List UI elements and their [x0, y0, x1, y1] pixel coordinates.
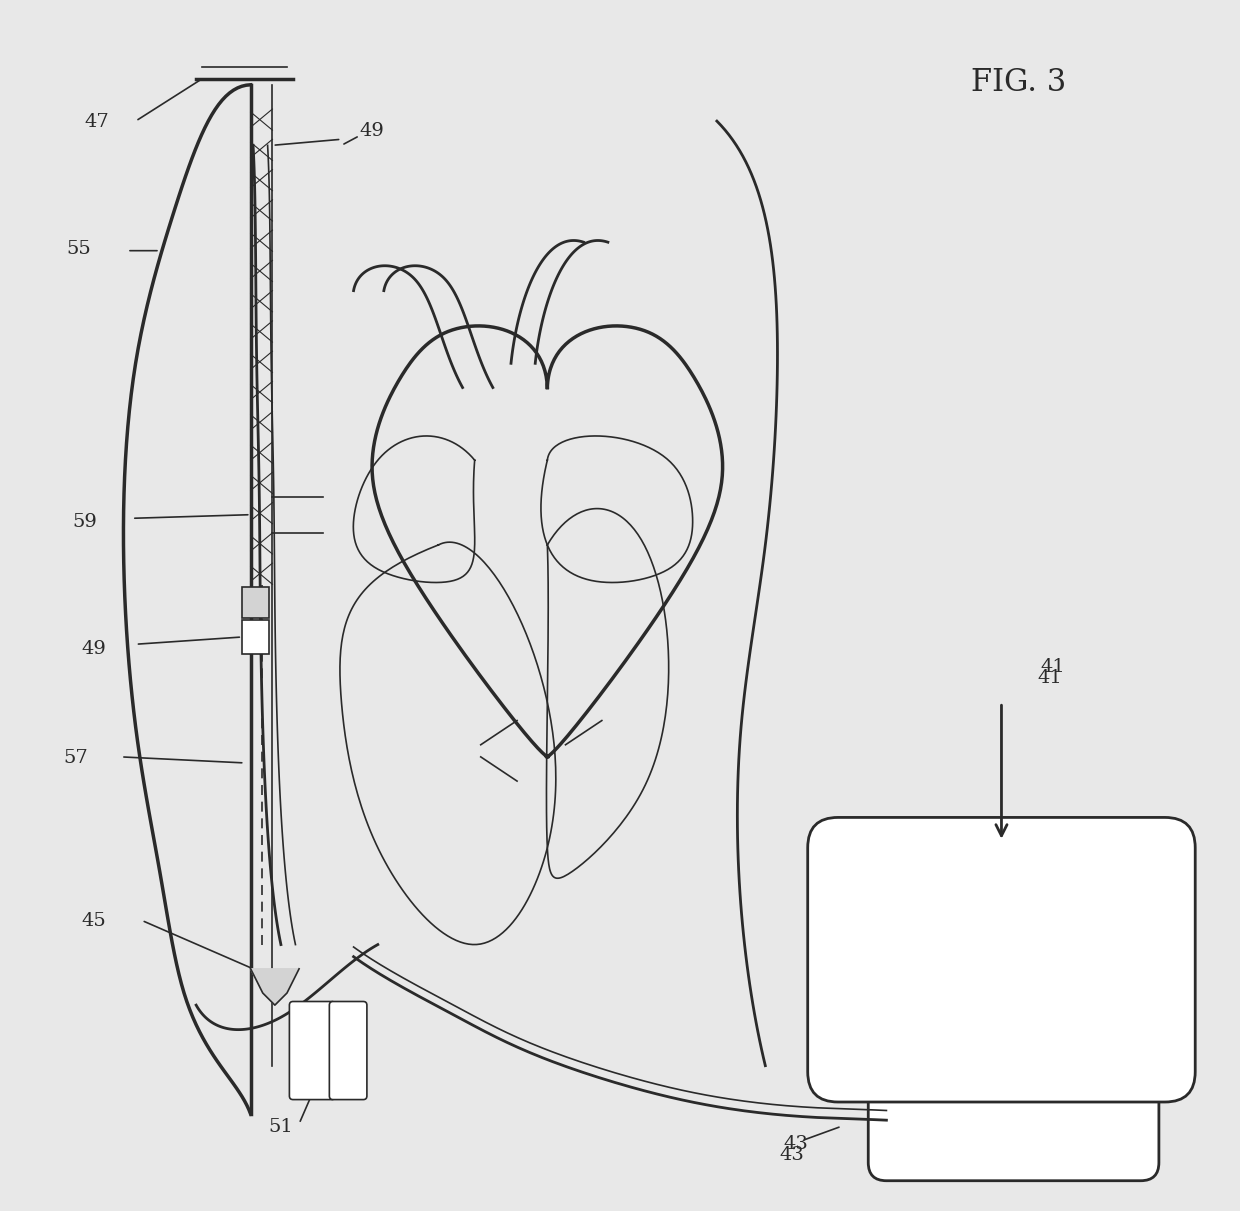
Text: 55: 55	[67, 240, 92, 258]
Text: 49: 49	[360, 121, 384, 139]
FancyBboxPatch shape	[330, 1001, 367, 1100]
Bar	[242, 587, 269, 618]
FancyBboxPatch shape	[868, 1041, 1159, 1181]
Text: 45: 45	[81, 912, 105, 930]
Text: FIG. 3: FIG. 3	[971, 67, 1066, 98]
Polygon shape	[250, 969, 299, 1005]
Text: 43: 43	[780, 1146, 805, 1164]
Text: 49: 49	[81, 639, 105, 658]
Bar	[242, 620, 269, 654]
FancyBboxPatch shape	[807, 817, 1195, 1102]
Text: 51: 51	[269, 1118, 294, 1136]
Text: 57: 57	[63, 748, 88, 767]
Text: 59: 59	[73, 512, 98, 530]
Text: 47: 47	[84, 113, 109, 131]
Text: 41: 41	[1040, 658, 1065, 676]
FancyBboxPatch shape	[289, 1001, 335, 1100]
Text: 41: 41	[1038, 670, 1063, 687]
Text: 43: 43	[784, 1136, 808, 1153]
